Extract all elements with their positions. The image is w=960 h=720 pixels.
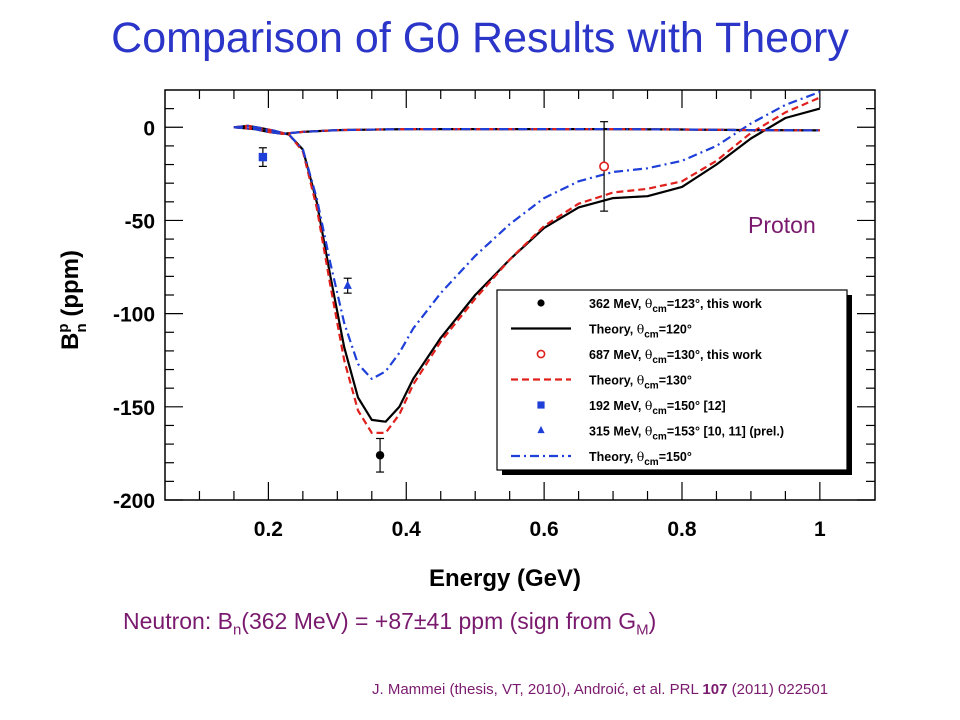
legend-label-text: 315 MeV, xyxy=(589,425,645,439)
citation-volume: 107 xyxy=(702,681,728,698)
legend-marker-0 xyxy=(537,299,545,307)
y-axis-title-base: B xyxy=(57,333,84,350)
legend-label-5: 315 MeV, θcm=153° [10, 11] (prel.) xyxy=(589,424,784,443)
data-point-3 xyxy=(343,280,352,289)
legend-box xyxy=(496,289,848,471)
y-tick-label: -50 xyxy=(125,210,155,233)
x-tick-label: 0.6 xyxy=(530,518,559,541)
legend-label-theta: θ xyxy=(645,424,653,439)
x-tick-label: 0.8 xyxy=(667,518,697,541)
legend-label-rest: =153° [10, 11] (prel.) xyxy=(667,425,784,439)
data-point-2 xyxy=(258,152,268,162)
legend-label-rest: =150° [12] xyxy=(667,399,726,413)
legend-label-sub: cm xyxy=(644,381,659,392)
y-axis-title-sub: n xyxy=(73,323,90,332)
neutron-middle: (362 MeV) = +87±41 ppm (sign from G xyxy=(241,608,637,634)
y-tick-label: -100 xyxy=(113,304,155,327)
legend-label-text: Theory, xyxy=(589,323,637,337)
legend-label-sub: cm xyxy=(652,406,667,417)
series-line-2 xyxy=(233,90,821,380)
proton-label: Proton xyxy=(748,212,816,238)
legend-label-theta: θ xyxy=(645,347,653,362)
legend-label-3: Theory, θcm=130° xyxy=(589,373,692,392)
legend-label-sub: cm xyxy=(652,304,667,315)
y-axis-title-unit: (ppm) xyxy=(57,250,84,323)
legend-label-2: 687 MeV, θcm=130°, this work xyxy=(589,347,762,366)
legend-label-sub: cm xyxy=(644,330,659,341)
legend-label-text: Theory, xyxy=(589,450,637,464)
y-tick-label: -200 xyxy=(113,490,155,513)
neutron-suffix: ) xyxy=(648,608,657,634)
y-tick-label: 0 xyxy=(143,117,155,140)
x-tick-label: 0.4 xyxy=(392,518,422,541)
legend-label-sub: cm xyxy=(652,432,667,443)
legend-label-rest: =130° xyxy=(659,374,692,388)
legend-label-rest: =120° xyxy=(659,323,692,337)
data-point-0 xyxy=(375,451,385,460)
slide-title: Comparison of G0 Results with Theory xyxy=(111,14,849,62)
legend-marker-2 xyxy=(536,349,546,359)
legend-label-text: 362 MeV, xyxy=(589,297,645,311)
legend-label-sub: cm xyxy=(652,355,667,366)
legend-marker-4 xyxy=(537,401,545,409)
legend-label-theta: θ xyxy=(637,449,645,464)
y-tick-label: -150 xyxy=(113,397,155,420)
legend-label-text: 687 MeV, xyxy=(589,348,645,362)
legend-label-theta: θ xyxy=(637,373,645,388)
citation: J. Mammei (thesis, VT, 2010), Androić, e… xyxy=(372,681,828,698)
citation-pages: (2011) 022501 xyxy=(727,681,829,698)
y-axis-title: Bpn (ppm) xyxy=(55,250,90,350)
legend-label-theta: θ xyxy=(645,296,653,311)
legend-label-0: 362 MeV, θcm=123°, this work xyxy=(589,296,762,315)
data-point-1 xyxy=(599,161,610,172)
neutron-sub-m: M xyxy=(636,621,649,639)
legend-label-1: Theory, θcm=120° xyxy=(589,322,692,341)
series-line-4 xyxy=(233,126,820,135)
legend-label-text: Theory, xyxy=(589,374,637,388)
neutron-prefix: Neutron: B xyxy=(123,608,233,634)
x-tick-label: 0.2 xyxy=(254,518,283,541)
legend-label-theta: θ xyxy=(645,398,653,413)
legend-label-sub: cm xyxy=(644,457,659,468)
legend-label-6: Theory, θcm=150° xyxy=(589,449,692,468)
citation-authors: J. Mammei (thesis, VT, 2010), Androić, e… xyxy=(372,681,703,698)
y-axis-title-sup: p xyxy=(55,323,72,332)
x-tick-label: 1 xyxy=(814,518,826,541)
legend-label-text: 192 MeV, xyxy=(589,399,645,413)
legend-label-4: 192 MeV, θcm=150° [12] xyxy=(589,398,726,417)
neutron-note: Neutron: Bn(362 MeV) = +87±41 ppm (sign … xyxy=(123,608,656,639)
legend-label-rest: =130°, this work xyxy=(667,348,762,362)
x-axis-title: Energy (GeV) xyxy=(429,565,581,592)
legend-label-rest: =123°, this work xyxy=(667,297,762,311)
neutron-sub-n: n xyxy=(232,621,242,639)
legend-label-theta: θ xyxy=(637,322,645,337)
legend-marker-5 xyxy=(537,425,545,434)
legend-label-rest: =150° xyxy=(659,450,692,464)
series-line-5 xyxy=(233,126,820,135)
